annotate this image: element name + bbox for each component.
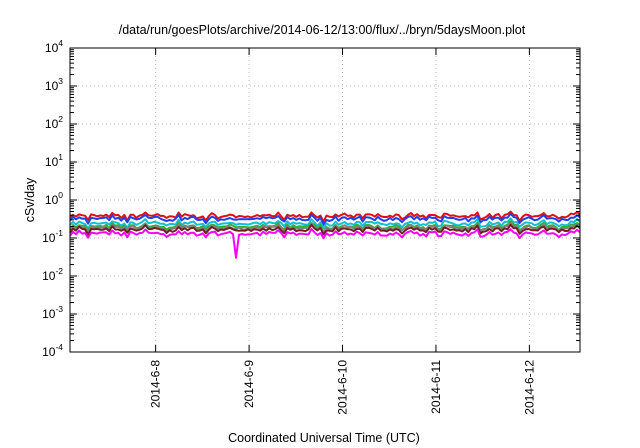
y-tick-label: 103 <box>45 76 63 93</box>
y-axis-label: cSv/day <box>23 177 37 222</box>
x-tick-label: 2014-6-10 <box>336 360 350 415</box>
x-tick-label: 2014-6-8 <box>149 360 163 408</box>
y-tick-label: 10-1 <box>42 228 63 245</box>
y-tick-label: 10-3 <box>42 304 63 321</box>
ticks <box>70 47 580 353</box>
x-tick-labels: 2014-6-8 2014-6-9 2014-6-10 2014-6-11 2014-6… <box>149 360 537 415</box>
series-line-2 <box>69 212 581 226</box>
y-tick-labels: 10-4 10-3 10-2 10-1 100 101 102 103 104 <box>42 38 63 359</box>
series-line-1 <box>69 210 581 223</box>
series-line-3 <box>69 217 581 230</box>
x-tick-label: 2014-6-12 <box>522 360 536 415</box>
x-axis-label: Coordinated Universal Time (UTC) <box>228 431 420 445</box>
series-line-7 <box>69 228 581 259</box>
series-group <box>69 210 581 259</box>
y-tick-label: 10-2 <box>42 266 63 283</box>
series-line-6 <box>69 223 581 236</box>
y-tick-label: 104 <box>45 38 63 55</box>
y-tick-label: 10-4 <box>42 342 63 359</box>
grid <box>70 48 580 352</box>
x-tick-label: 2014-6-11 <box>429 360 443 414</box>
series-line-5 <box>69 221 581 234</box>
y-tick-label: 100 <box>45 190 63 207</box>
y-tick-label: 102 <box>45 114 63 131</box>
x-tick-label: 2014-6-9 <box>242 360 256 408</box>
chart-title: /data/run/goesPlots/archive/2014-06-12/1… <box>119 23 526 37</box>
y-tick-label: 101 <box>45 152 63 169</box>
